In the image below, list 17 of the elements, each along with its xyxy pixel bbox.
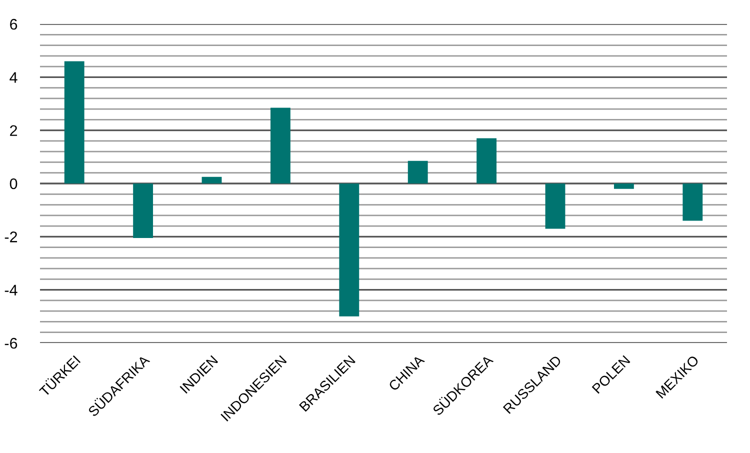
bar — [339, 184, 360, 316]
bar — [682, 184, 703, 221]
bar — [614, 184, 634, 189]
y-tick-label: 4 — [10, 72, 18, 83]
y-tick-label: -4 — [4, 284, 18, 296]
bar — [270, 108, 290, 184]
y-tick-label: -2 — [4, 232, 18, 242]
y-tick-label: 2 — [10, 125, 18, 136]
bar — [476, 138, 497, 184]
bar — [545, 184, 566, 229]
bar — [133, 184, 154, 238]
bar — [64, 61, 84, 184]
y-tick-label: 6 — [10, 18, 18, 30]
bar — [408, 160, 428, 184]
y-tick-label: 0 — [10, 178, 18, 190]
bar — [202, 176, 222, 184]
y-tick-label: -6 — [4, 338, 18, 349]
